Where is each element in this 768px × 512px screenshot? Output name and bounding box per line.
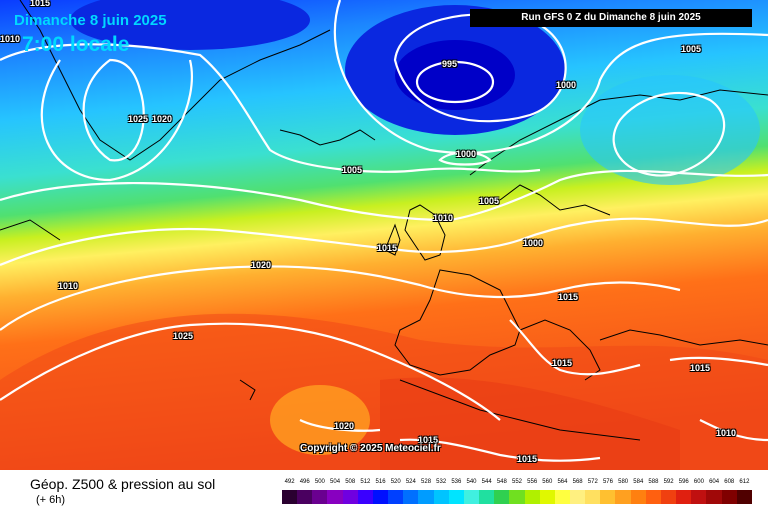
- scale-tick-label: 604: [709, 479, 720, 485]
- isobar-label: 1000: [556, 80, 577, 90]
- scale-tick-label: 492: [284, 479, 295, 485]
- scale-tick-label: 592: [663, 479, 674, 485]
- scale-tick-label: 500: [314, 479, 325, 485]
- isobar-label: 1025: [173, 331, 194, 341]
- isobar-label: 1010: [716, 428, 737, 438]
- scale-swatch: [312, 490, 328, 504]
- isobars: [0, 0, 768, 461]
- run-info-banner: Run GFS 0 Z du Dimanche 8 juin 2025: [470, 9, 752, 27]
- scale-swatch: [342, 490, 358, 504]
- scale-tick-label: 504: [330, 479, 341, 485]
- color-scale-labels: 492 496 500 504 508 512 516 520 524 528 532 536 540 5…: [282, 479, 752, 489]
- scale-swatch: [448, 490, 464, 504]
- scale-swatch: [463, 490, 480, 504]
- scale-tick-label: 496: [299, 479, 310, 485]
- scale-tick-label: 560: [542, 479, 553, 485]
- scale-swatch: [509, 490, 525, 504]
- scale-tick-label: 544: [481, 479, 492, 485]
- scale-tick-label: 528: [421, 479, 432, 485]
- scale-tick-label: 548: [496, 479, 507, 485]
- isobar-label: 1010: [0, 34, 21, 44]
- scale-swatch: [282, 490, 298, 504]
- scale-swatch: [372, 490, 389, 504]
- scale-tick-label: 520: [390, 479, 401, 485]
- scale-swatch: [539, 490, 555, 504]
- isobar-label: 1015: [690, 363, 711, 373]
- scale-swatch: [615, 490, 631, 504]
- scale-tick-label: 596: [678, 479, 689, 485]
- scale-swatch: [357, 490, 373, 504]
- color-scale-bar: [282, 490, 752, 504]
- forecast-offset: (+ 6h): [36, 494, 66, 506]
- scale-swatch: [479, 490, 495, 504]
- scale-swatch: [630, 490, 646, 504]
- isobar-label: 1025: [128, 114, 149, 124]
- scale-tick-label: 580: [618, 479, 629, 485]
- scale-swatch: [569, 490, 586, 504]
- scale-tick-label: 564: [557, 479, 568, 485]
- scale-swatch: [676, 490, 692, 504]
- scale-tick-label: 536: [451, 479, 462, 485]
- scale-swatch: [554, 490, 570, 504]
- scale-tick-label: 512: [360, 479, 371, 485]
- forecast-time: 7:00 locale: [22, 33, 130, 56]
- scale-swatch: [418, 490, 434, 504]
- scale-tick-label: 572: [587, 479, 598, 485]
- scale-swatch: [600, 490, 616, 504]
- isobar-label: 1000: [456, 149, 477, 159]
- isobar-label: 1010: [58, 281, 79, 291]
- isobar-label: 995: [442, 59, 458, 69]
- scale-swatch: [433, 490, 449, 504]
- copyright-notice: Copyright © 2025 Meteociel.fr: [300, 443, 441, 454]
- isobar-label: 1005: [681, 44, 702, 54]
- isobar-label: 1020: [251, 260, 272, 270]
- scale-tick-label: 588: [648, 479, 659, 485]
- parameter-title: Géop. Z500 & pression au sol: [30, 476, 216, 492]
- isobar-label: 1015: [418, 435, 439, 445]
- scale-tick-label: 556: [527, 479, 538, 485]
- isobar-label: 1015: [558, 292, 579, 302]
- scale-tick-label: 552: [511, 479, 522, 485]
- scale-swatch: [388, 490, 404, 504]
- isobar-label: 1015: [30, 0, 51, 8]
- scale-swatch: [706, 490, 722, 504]
- scale-swatch: [403, 490, 419, 504]
- scale-tick-label: 532: [436, 479, 447, 485]
- scale-swatch: [645, 490, 661, 504]
- scale-swatch: [494, 490, 510, 504]
- isobar-label: 1015: [517, 454, 538, 464]
- isobar-label: 1015: [377, 243, 398, 253]
- scale-tick-label: 508: [345, 479, 356, 485]
- geopotential-map: [0, 0, 768, 470]
- scale-tick-label: 540: [466, 479, 477, 485]
- scale-swatch: [721, 490, 737, 504]
- scale-swatch: [524, 490, 540, 504]
- isobar-label: 1000: [523, 238, 544, 248]
- isobar-label: 1005: [342, 165, 363, 175]
- isobar-label: 1015: [552, 358, 573, 368]
- forecast-date: Dimanche 8 juin 2025: [14, 12, 167, 29]
- isobar-label: 1005: [479, 196, 500, 206]
- isobar-label: 1020: [152, 114, 173, 124]
- legend-footer: Géop. Z500 & pression au sol (+ 6h) 492 4…: [0, 470, 768, 512]
- isobar-label: 1020: [334, 421, 355, 431]
- scale-tick-label: 576: [602, 479, 613, 485]
- scale-tick-label: 568: [572, 479, 583, 485]
- scale-tick-label: 612: [739, 479, 750, 485]
- scale-tick-label: 516: [375, 479, 386, 485]
- scale-tick-label: 608: [724, 479, 735, 485]
- scale-swatch: [585, 490, 601, 504]
- scale-swatch: [660, 490, 677, 504]
- scale-swatch: [297, 490, 313, 504]
- scale-tick-label: 600: [693, 479, 704, 485]
- scale-tick-label: 524: [405, 479, 416, 485]
- scale-swatch: [691, 490, 707, 504]
- isobar-label: 1010: [433, 213, 454, 223]
- scale-swatch: [736, 490, 752, 504]
- scale-tick-label: 584: [633, 479, 644, 485]
- map-area: Dimanche 8 juin 2025 7:00 locale Run GFS…: [0, 0, 768, 470]
- scale-swatch: [327, 490, 343, 504]
